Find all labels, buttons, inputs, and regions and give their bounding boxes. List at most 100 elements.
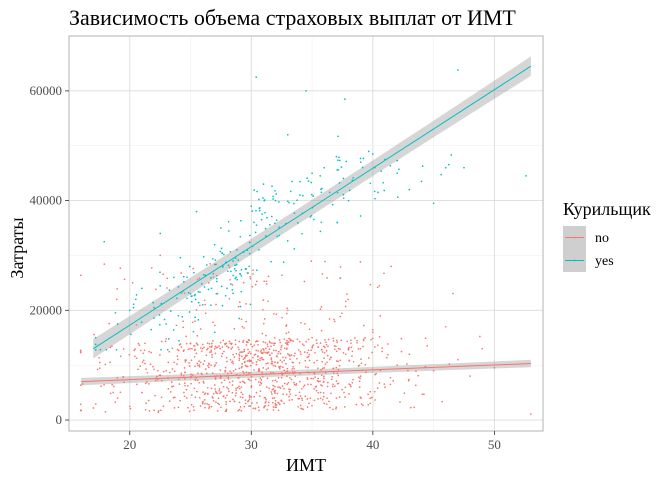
y-tick-label: 0 — [56, 412, 63, 427]
data-point-no — [198, 396, 201, 399]
data-point-yes — [132, 303, 135, 306]
data-point-no — [204, 402, 206, 405]
data-point-no — [207, 347, 209, 350]
data-point-yes — [212, 257, 214, 260]
data-point-no — [274, 379, 277, 382]
data-point-no — [257, 370, 260, 373]
data-point-yes — [160, 348, 162, 351]
data-point-no — [150, 351, 153, 354]
data-point-no — [261, 332, 264, 335]
data-point-no — [261, 352, 263, 354]
data-point-yes — [396, 196, 399, 199]
data-point-no — [330, 378, 333, 381]
data-point-no — [290, 378, 293, 381]
data-point-no — [193, 349, 196, 351]
data-point-no — [259, 377, 262, 380]
data-point-no — [362, 345, 364, 348]
data-point-no — [251, 362, 254, 364]
data-point-no — [115, 298, 118, 301]
data-point-no — [190, 373, 192, 376]
data-point-no — [273, 397, 276, 399]
data-point-no — [79, 351, 82, 354]
data-point-no — [184, 384, 186, 387]
data-point-no — [191, 374, 194, 376]
data-point-no — [290, 339, 293, 342]
data-point-no — [156, 375, 158, 378]
data-point-no — [234, 368, 237, 371]
data-point-no — [293, 383, 296, 386]
data-point-no — [245, 371, 248, 374]
data-point-no — [185, 397, 188, 399]
data-point-no — [166, 287, 168, 289]
data-point-no — [206, 342, 209, 344]
data-point-no — [271, 342, 273, 344]
data-point-no — [171, 368, 174, 370]
data-point-no — [352, 378, 354, 381]
data-point-no — [281, 385, 284, 387]
data-point-no — [396, 364, 399, 367]
data-point-no — [238, 387, 241, 390]
data-point-no — [479, 335, 481, 338]
data-point-no — [113, 385, 115, 388]
data-point-no — [116, 397, 119, 399]
data-point-no — [324, 260, 326, 263]
data-point-no — [287, 343, 289, 346]
data-point-no — [227, 372, 229, 375]
data-point-no — [272, 371, 275, 374]
data-point-yes — [188, 265, 191, 268]
data-point-no — [251, 285, 254, 288]
data-point-no — [206, 348, 208, 351]
data-point-no — [201, 343, 204, 346]
data-point-no — [314, 376, 317, 378]
y-axis-ticks: 0 20000 40000 60000 — [30, 83, 69, 427]
data-point-no — [216, 346, 219, 349]
data-point-no — [248, 351, 251, 353]
data-point-no — [224, 397, 227, 399]
data-point-yes — [236, 248, 238, 251]
data-point-no — [128, 353, 131, 356]
data-point-no — [332, 372, 335, 374]
data-point-no — [265, 351, 267, 354]
data-point-no — [369, 402, 371, 405]
data-point-no — [259, 359, 261, 362]
data-point-no — [198, 360, 200, 362]
data-point-no — [323, 375, 325, 378]
data-point-no — [406, 363, 408, 365]
data-point-no — [212, 276, 215, 279]
data-point-no — [191, 347, 193, 350]
data-point-no — [276, 380, 278, 383]
data-point-yes — [262, 197, 264, 199]
data-point-no — [324, 363, 327, 365]
data-point-no — [268, 387, 270, 390]
data-point-yes — [207, 288, 210, 291]
data-point-yes — [199, 291, 201, 293]
data-point-yes — [274, 189, 276, 192]
data-point-no — [160, 396, 163, 399]
data-point-no — [162, 405, 165, 408]
data-point-yes — [197, 301, 200, 304]
data-point-no — [370, 396, 373, 399]
data-point-no — [144, 362, 146, 365]
data-point-no — [167, 361, 170, 364]
data-point-no — [159, 374, 162, 377]
data-point-no — [198, 381, 201, 384]
data-point-no — [322, 395, 325, 398]
data-point-no — [333, 320, 336, 323]
data-point-no — [444, 325, 447, 328]
data-point-no — [111, 383, 114, 386]
data-point-yes — [301, 232, 303, 235]
data-point-no — [239, 351, 241, 353]
data-point-no — [288, 390, 291, 393]
data-point-no — [351, 355, 353, 357]
data-point-yes — [347, 199, 350, 202]
data-point-no — [349, 384, 352, 386]
data-point-no — [146, 381, 148, 383]
data-point-no — [263, 351, 265, 353]
data-point-no — [218, 345, 220, 347]
data-point-no — [207, 366, 210, 369]
data-point-no — [347, 298, 349, 301]
data-point-no — [169, 371, 171, 374]
data-point-yes — [264, 227, 267, 230]
data-point-no — [199, 347, 202, 349]
data-point-yes — [331, 203, 334, 206]
